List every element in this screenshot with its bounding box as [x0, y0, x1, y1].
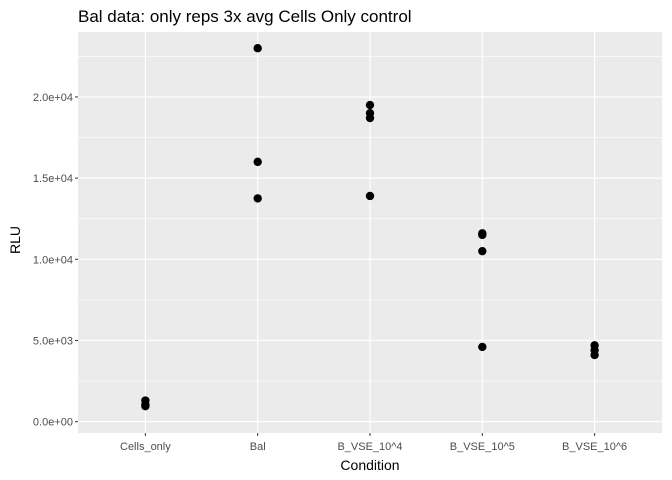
y-tick-label: 2.0e+04 [33, 92, 73, 104]
x-tick-label: B_VSE_10^6 [562, 441, 627, 453]
data-point [478, 246, 487, 256]
x-axis-ticks: Cells_only Bal B_VSE_10^4 B_VSE_10^5 B_VSE_1… [120, 433, 627, 453]
data-point [590, 350, 599, 360]
data-point [478, 342, 487, 352]
data-point [365, 100, 375, 110]
y-tick-label: 1.0e+04 [33, 254, 73, 266]
y-tick-label: 0.0e+00 [33, 417, 73, 429]
data-point [365, 113, 375, 123]
data-point [253, 194, 262, 203]
y-tick-label: 1.5e+04 [33, 173, 73, 185]
data-points [141, 44, 599, 411]
data-point [141, 402, 150, 411]
x-tick-label: B_VSE_10^5 [450, 441, 515, 453]
x-axis-title: Condition [340, 457, 399, 473]
x-tick-label: B_VSE_10^4 [337, 441, 402, 453]
data-point [478, 230, 487, 240]
y-tick-label: 5.0e+03 [33, 335, 73, 347]
chart-title: Bal data: only reps 3x avg Cells Only co… [78, 7, 412, 26]
data-point [365, 191, 375, 201]
data-point [253, 157, 262, 167]
y-axis-ticks: 0.0e+00 5.0e+03 1.0e+04 1.5e+04 2.0e+04 [33, 92, 78, 429]
y-axis-title: RLU [7, 226, 23, 254]
x-tick-label: Bal [250, 441, 266, 453]
data-point [253, 44, 262, 53]
x-tick-label: Cells_only [120, 441, 171, 453]
